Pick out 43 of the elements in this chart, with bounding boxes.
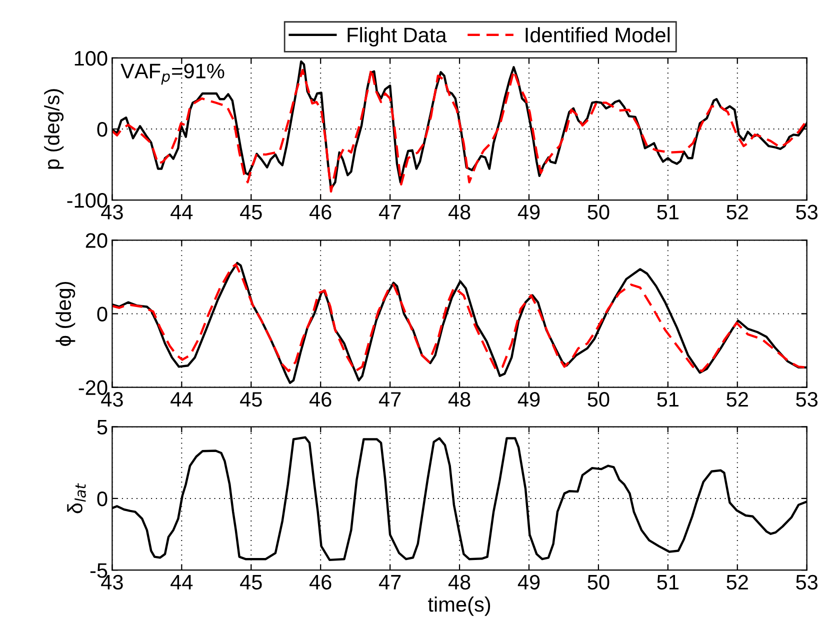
x-tick-label: 50 (588, 392, 610, 407)
annotation: VAF$_{p}$=91% (120, 64, 224, 85)
y-tick-label: 0 (97, 306, 108, 322)
y-tick-label: 20 (86, 233, 108, 248)
legend-label: Identified Model (526, 27, 670, 42)
x-tick-label: 47 (378, 204, 401, 220)
x-axis-title: time(s) (428, 596, 490, 616)
x-tick-label: 52 (726, 204, 748, 220)
x-tick-label: 45 (240, 204, 262, 220)
x-tick-label: 51 (657, 575, 678, 590)
x-tick-label: 50 (588, 574, 610, 590)
legend-label: Flight Data (348, 27, 447, 47)
x-tick-label: 44 (170, 204, 193, 220)
x-tick-label: 48 (448, 204, 470, 220)
x-tick-label: 51 (657, 392, 678, 407)
x-tick-label: 47 (378, 392, 401, 407)
x-tick-label: 48 (448, 392, 470, 407)
x-tick-label: 49 (518, 574, 540, 590)
x-tick-label: 53 (796, 204, 818, 220)
x-tick-label: 53 (796, 392, 818, 407)
x-tick-label: 45 (240, 392, 262, 407)
x-tick-label: 49 (518, 392, 540, 407)
x-tick-label: 51 (657, 204, 678, 220)
y-tick-label: 5 (97, 420, 108, 435)
x-tick-label: 48 (448, 574, 470, 590)
x-tick-label: 49 (518, 204, 540, 220)
y-axis-title: δ$_{lat}$ (67, 483, 86, 514)
x-tick-label: 52 (726, 574, 748, 590)
y-tick-label: 0 (97, 491, 108, 506)
x-tick-label: 46 (309, 574, 332, 590)
x-tick-label: 46 (309, 204, 332, 220)
x-tick-label: 53 (796, 574, 818, 590)
y-tick-label: 100 (74, 50, 108, 66)
x-tick-label: 45 (240, 575, 262, 590)
x-tick-label: 44 (170, 575, 193, 590)
x-tick-label: 50 (588, 204, 610, 220)
y-axis-title: p (deg/s) (44, 89, 64, 169)
y-axis-title: ϕ (deg) (56, 282, 76, 346)
x-tick-label: 44 (170, 392, 193, 407)
x-tick-label: 52 (726, 392, 748, 407)
y-tick-label: 0 (97, 122, 108, 137)
x-tick-label: 46 (309, 392, 332, 407)
x-tick-label: 47 (378, 575, 401, 590)
